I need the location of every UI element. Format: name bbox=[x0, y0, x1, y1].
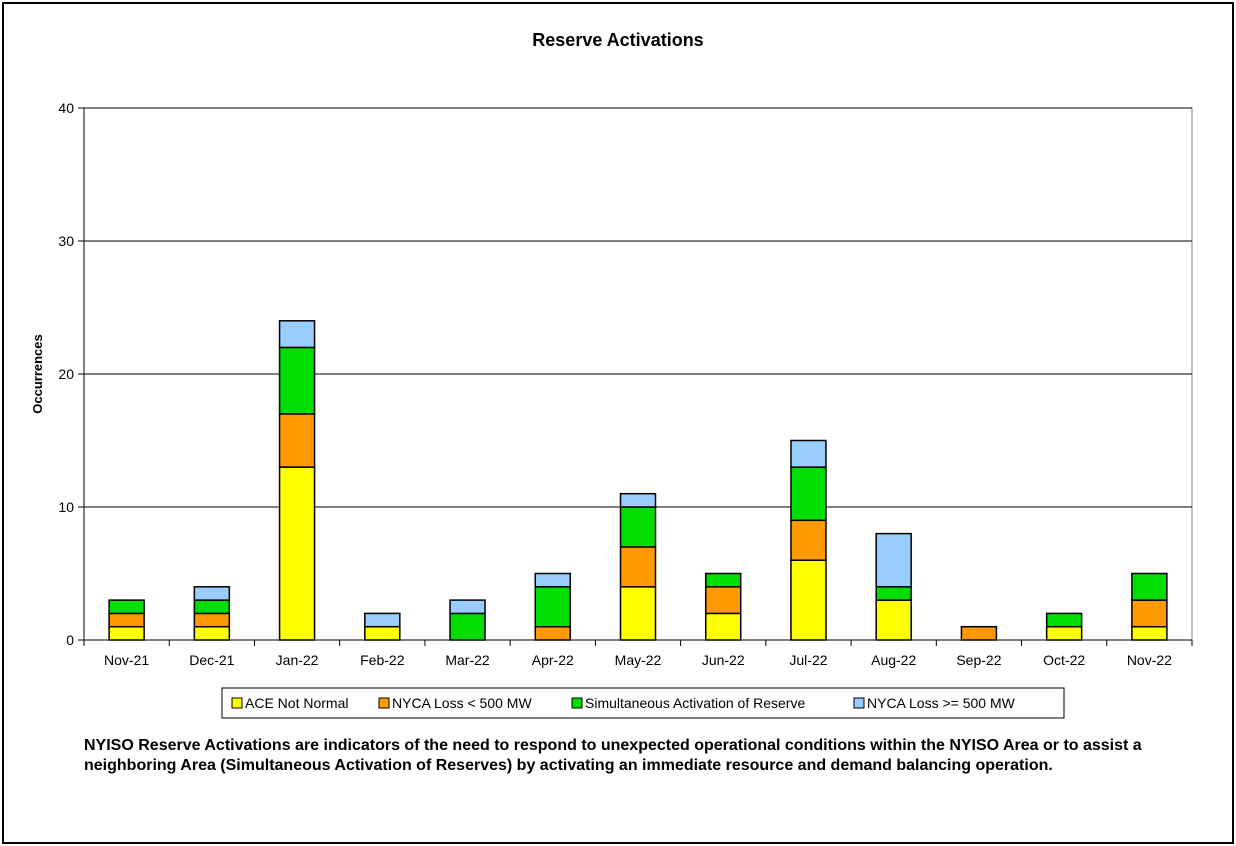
bar-segment bbox=[108, 599, 145, 615]
x-tick-label: Nov-22 bbox=[1127, 652, 1172, 668]
bar-segment bbox=[278, 466, 316, 641]
legend: ACE Not Normal NYCA Loss < 500 MW Simultan… bbox=[221, 687, 1065, 719]
legend-label: Simultaneous Activation of Reserve bbox=[585, 695, 805, 711]
bar-segment bbox=[619, 586, 657, 641]
y-tick-label: 0 bbox=[66, 632, 74, 648]
bar-segment bbox=[875, 599, 912, 641]
bar-segment bbox=[790, 439, 827, 468]
x-tick-label: Jan-22 bbox=[276, 652, 319, 668]
legend-swatch bbox=[378, 697, 390, 709]
legend-swatch bbox=[231, 697, 243, 709]
bar-segment bbox=[790, 466, 827, 522]
x-tick-label: Dec-21 bbox=[189, 652, 234, 668]
bar-segment bbox=[619, 546, 657, 588]
bar-segment bbox=[108, 612, 145, 628]
bar-segment bbox=[193, 586, 231, 601]
axes: 0 10 20 30 40 Nov-21 Dec-21 Jan-22 Feb-22 Mar-22 A… bbox=[58, 100, 1193, 668]
bar-segment bbox=[790, 559, 827, 641]
x-tick-label: Sep-22 bbox=[956, 652, 1001, 668]
x-tick-label: May-22 bbox=[615, 652, 662, 668]
bar-segment bbox=[704, 612, 742, 641]
x-tick-label: Oct-22 bbox=[1043, 652, 1085, 668]
bar-segment bbox=[1045, 612, 1083, 628]
bar-segment bbox=[534, 586, 572, 628]
bar-segment bbox=[1131, 572, 1168, 601]
bar-segment bbox=[790, 519, 827, 561]
bar-segment bbox=[534, 625, 572, 641]
bar-segment bbox=[193, 625, 231, 641]
bar-segment bbox=[534, 572, 572, 588]
bar-segment bbox=[193, 599, 231, 615]
x-tick-label: Nov-21 bbox=[104, 652, 149, 668]
bar-segment bbox=[619, 506, 657, 548]
bar-segment bbox=[449, 599, 486, 615]
x-tick-label: Apr-22 bbox=[532, 652, 574, 668]
x-tick-label: Feb-22 bbox=[360, 652, 405, 668]
bar-segment bbox=[875, 586, 912, 601]
x-tick-label: Jul-22 bbox=[789, 652, 827, 668]
bar-segment bbox=[364, 625, 401, 641]
bar-segment bbox=[449, 612, 486, 641]
bar-segment bbox=[875, 532, 912, 588]
bar-segment bbox=[193, 612, 231, 628]
legend-label: NYCA Loss >= 500 MW bbox=[867, 695, 1016, 711]
bar-segment bbox=[1045, 625, 1083, 641]
legend-label: NYCA Loss < 500 MW bbox=[392, 695, 532, 711]
bar-segment bbox=[704, 586, 742, 615]
bar-segment bbox=[1131, 625, 1168, 641]
legend-swatch bbox=[571, 697, 583, 709]
bar-segment bbox=[364, 612, 401, 628]
chart-title: Reserve Activations bbox=[532, 30, 703, 50]
y-tick-label: 40 bbox=[58, 100, 74, 116]
bar-segment bbox=[704, 572, 742, 588]
legend-swatch bbox=[853, 697, 865, 709]
bar-segment bbox=[278, 346, 316, 415]
legend-label: ACE Not Normal bbox=[245, 695, 348, 711]
bar-segment bbox=[960, 625, 998, 641]
explanatory-note: NYISO Reserve Activations are indicators… bbox=[84, 737, 1142, 774]
y-tick-label: 20 bbox=[58, 366, 74, 382]
y-tick-label: 10 bbox=[58, 499, 74, 515]
bar-segment bbox=[278, 320, 316, 349]
x-tick-label: Mar-22 bbox=[445, 652, 490, 668]
bar-segment bbox=[278, 413, 316, 468]
legend-box bbox=[221, 687, 1065, 719]
bar-segment bbox=[1131, 599, 1168, 628]
x-tick-label: Aug-22 bbox=[871, 652, 916, 668]
bar-segment bbox=[619, 492, 657, 508]
y-tick-label: 30 bbox=[58, 233, 74, 249]
bars bbox=[108, 320, 1168, 641]
y-axis-label: Occurrences bbox=[30, 334, 45, 414]
bar-segment bbox=[108, 625, 145, 641]
x-tick-label: Jun-22 bbox=[702, 652, 745, 668]
